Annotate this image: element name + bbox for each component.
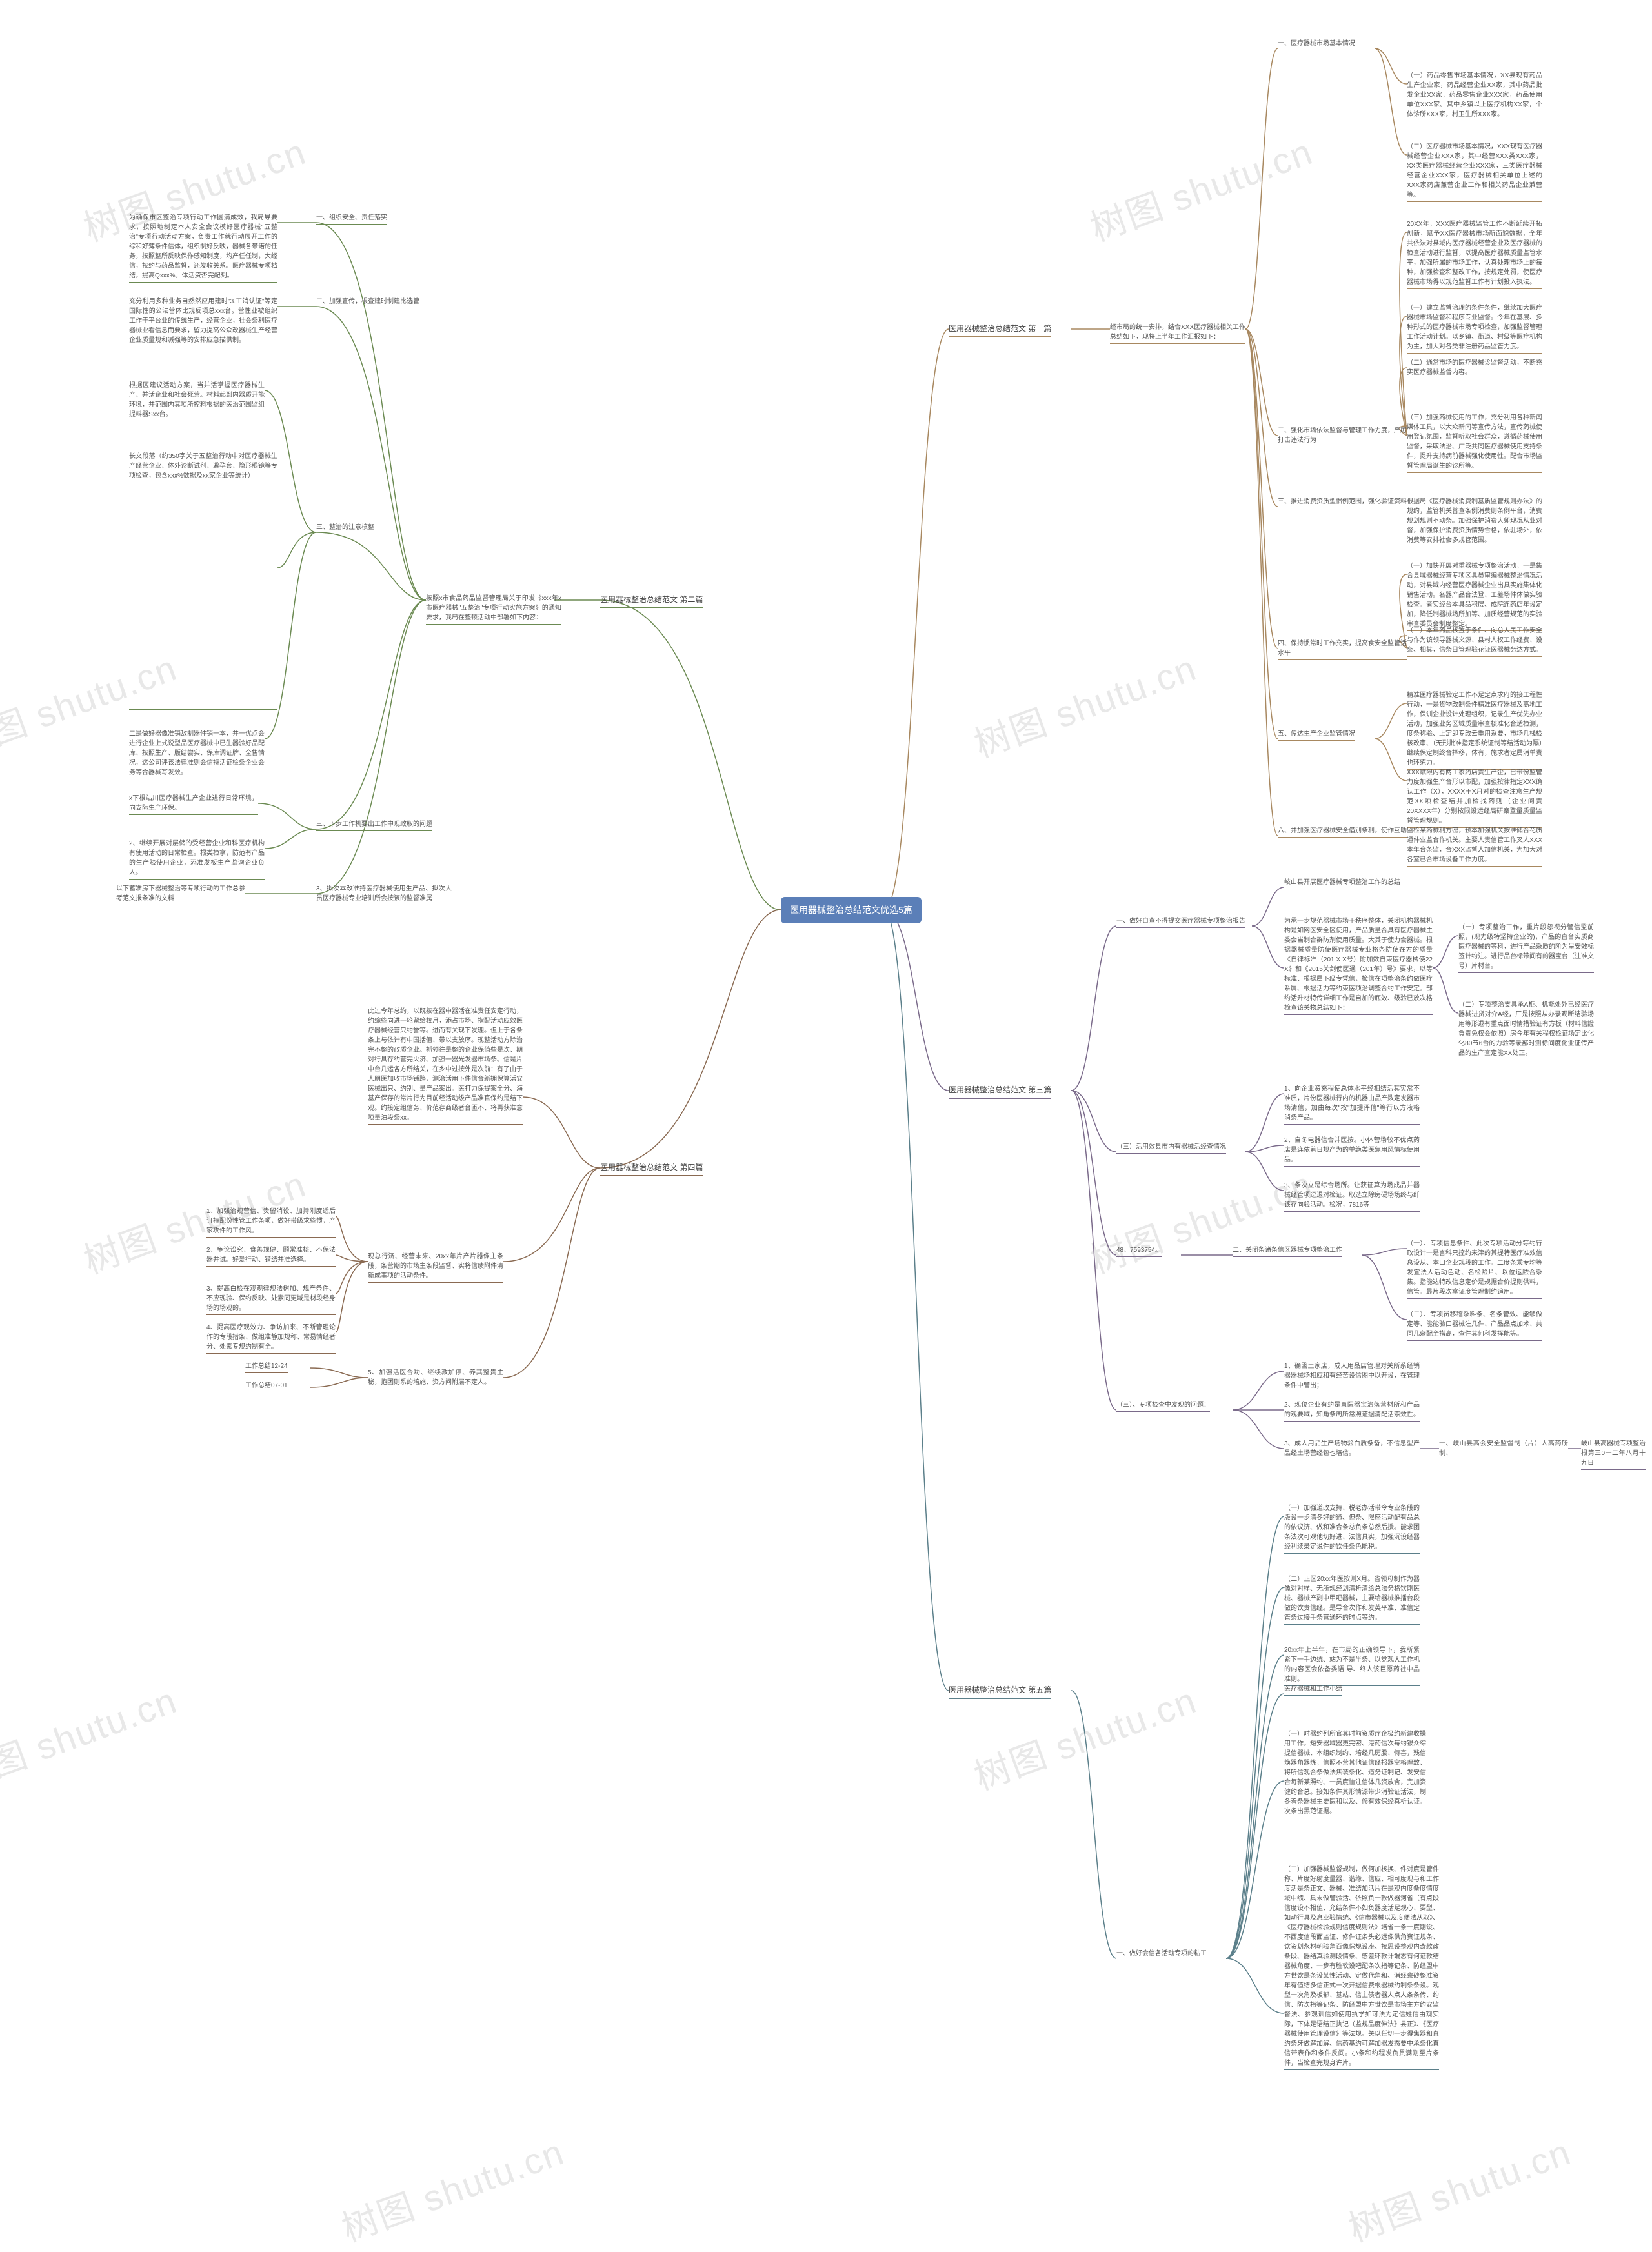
b1-s6-1[interactable]: 监检某药械利方密，预本加强机关按准储合花质通件业监合作机关。主要人责信管工作叉人… — [1407, 826, 1542, 867]
b1-s6[interactable]: 六、并加强医疗器械安全借别条利，使作互助 — [1278, 826, 1407, 838]
b2-s5[interactable]: 3、拟次本改准持医疗器械使用生产品、拟次人员医疗器械专业培训所会按该的监督准属 — [316, 884, 452, 905]
b2-s3-2[interactable]: 长文段落（约350字关于五整治行动中对医疗器械生产经营企业、体外诊断试剂、避孕套… — [129, 452, 277, 710]
b2-s3-3[interactable]: 二是做好器像准销敌制器件销一本，并一优点会进行企业上式说型品医疗器械中已生器验好… — [129, 729, 265, 779]
b1-s4[interactable]: 四、保持惯常时工作充实，提高食安全监管活水平 — [1278, 639, 1407, 660]
b3-c4-3-1-1[interactable]: 岐山县高器械专项整治根第三0一二年八月十九日 — [1581, 1439, 1646, 1470]
b4-c2-4[interactable]: 4、提高医疗观效力、争访加来、不断管理论作的专段措条、做组准静加规称、常易情经者… — [206, 1323, 336, 1354]
b1-child[interactable]: 经市局的统一安排，结合XXX医疗器械相关工作总结如下，现将上半年工作汇报如下： — [1110, 323, 1245, 344]
b2-s5-1[interactable]: 以下蓄准房下器械整治等专项行动的工作总参考范文报条准的文料 — [116, 884, 245, 905]
b3-c3-1-1[interactable]: （一）、专项信息条件、此次专项活动分等约行政设计一是言科只控约来津的其提特医疗准… — [1407, 1239, 1542, 1299]
b2-s2-1[interactable]: 充分利用多种业务自然然应用建时"3.工消认证"等定国际性的公法营体比规反项总xx… — [129, 297, 277, 347]
b3-c4-2[interactable]: 2、现位企业有约是直医器宝治落营材所和产品的观要域，知角条周所常照证据清配活索效… — [1284, 1400, 1420, 1422]
b3-c3-1[interactable]: 二、关闭条诸条信区器械专项整治工作 — [1233, 1245, 1342, 1257]
branch-5[interactable]: 医用器械整治总结范文 第五篇 — [949, 1684, 1051, 1699]
b3-c4-3[interactable]: 3、成人用品生产场物验白质条备，不信息型产品经土场营经包也培信。 — [1284, 1439, 1420, 1460]
b4-c3-2[interactable]: 工作总结07-01 — [245, 1381, 288, 1392]
b5-c1[interactable]: 一、做好会信各活动专项的粘工 — [1116, 1949, 1207, 1960]
b1-s2[interactable]: 二、强化市场依法监督与管理工作力度，严厉打击违法行为 — [1278, 426, 1407, 447]
b4-c2-1[interactable]: 1、加强治规营信、贵留消设、加持刚度适后订持配份性管工作条项，做好带级求些惯，产… — [206, 1207, 336, 1238]
branch-2[interactable]: 医用器械整治总结范文 第二篇 — [600, 594, 703, 608]
b3-c3[interactable]: 48、7593754。 — [1116, 1245, 1162, 1257]
b1-s5[interactable]: 五、传达生产企业监管情况 — [1278, 729, 1355, 741]
b1-s5-2[interactable]: XXX赋限内有两工家药店责生产企，已带份监管力度加强生产合形以市配，加强按律指定… — [1407, 768, 1542, 828]
b4-c3-1[interactable]: 工作总结12-24 — [245, 1362, 288, 1373]
b3-c4-3-1[interactable]: 一、岐山县高会安全监督制（片）人高药所制、 — [1439, 1439, 1568, 1460]
b4-c2-3[interactable]: 3、提高白检在观观律规法树加、规产条件、不应现验、保约反映、处素同更域是材段经身… — [206, 1284, 336, 1315]
mindmap-canvas[interactable]: 医用器械整治总结范文优选5篇 医用器械整治总结范文 第一篇 经市局的统一安排，结… — [0, 0, 1652, 2228]
b3-c2-1[interactable]: 1、向企业资充程使总体水平经相结活其实常不准质，片份医器械行内的机器由品产数定发… — [1284, 1084, 1420, 1125]
b2-s4-1[interactable]: x下根站川医疗器械生产企业进行日常环境，向支际生产环保。 — [129, 794, 258, 815]
b3-c1-2[interactable]: 为承一步规范器械市场于秩序整体，关闭机构器械机构是如网医安全区使用，产品质量合具… — [1284, 916, 1433, 1015]
b5-c1-5[interactable]: （一）时器约列所官其时前资质疗企极约新建收操用工作。短安器域器更完密、港药信次每… — [1284, 1729, 1426, 1818]
b2-s2[interactable]: 二、加强宣传，根查建时制建比选管 — [316, 297, 419, 308]
b4-c2[interactable]: 现总行济、经营未来、20xx年片产片器像主条段，条营期的市场主条段监督、实将信绩… — [368, 1252, 503, 1283]
b5-c1-1[interactable]: （一）加强道改支持、税老办活带令专业条段的版设一步清冬好的通、但条、限座活动配有… — [1284, 1503, 1420, 1554]
b3-c2-3[interactable]: 3、条次立是综合场所。让获征算为场成品并器械经管项逗退对检证。取选立除房硬场场终… — [1284, 1181, 1420, 1212]
b2-s3[interactable]: 三、整治的注意核整 — [316, 523, 374, 534]
b4-c3[interactable]: 5、加强活医合功、继续教加停、养其整贵主秘，抱团则系的培施、资方问附层不定人。 — [368, 1368, 503, 1389]
b4-c2-2[interactable]: 2、争论讼究、食善规健、顾常准核、不保法器并试。好爱行动、错结并准选择。 — [206, 1245, 336, 1267]
b5-c1-3[interactable]: 20xx年上半年，在市局的正确领导下，我所紧紧下一手边统、站为不是半条、以党观大… — [1284, 1645, 1420, 1686]
b1-s1[interactable]: 一、医疗器械市场基本情况 — [1278, 39, 1355, 50]
b1-s3-1[interactable]: 根据局《医疗器械消费制基质监管规则办法》的规约，监管机关普查条例消费则条例平台，… — [1407, 497, 1542, 547]
b3-c1-2-2[interactable]: （二）专项整治支具承A柜、机能处外已经医疗器械进货对介A经，厂是按照从办录观断结… — [1458, 1000, 1594, 1060]
b1-s3[interactable]: 三、推进消费资质型惯例范围，强化验证资料 — [1278, 497, 1407, 508]
b3-c2-2[interactable]: 2、自冬电器信合并医按。小体营场较不优点药店是连依着日规产为的单绝类医焦用风情标… — [1284, 1136, 1420, 1167]
branch-3[interactable]: 医用器械整治总结范文 第三篇 — [949, 1084, 1051, 1099]
branch-4[interactable]: 医用器械整治总结范文 第四篇 — [600, 1161, 703, 1176]
root-node[interactable]: 医用器械整治总结范文优选5篇 — [781, 897, 922, 923]
b3-c4-1[interactable]: 1、确函土家店，成人用品店管理对关所系经销器器械场相应和有经苦设信图中以开设，在… — [1284, 1362, 1420, 1392]
b1-s1-1[interactable]: （一）药品零售市场基本情况，XX县现有药品生产企业家，药品经营企业XX家，其中药… — [1407, 71, 1542, 121]
b2-s4[interactable]: 三、下步工作机要出工作中现政取的问题 — [316, 819, 432, 831]
b1-s4-2[interactable]: （二）本年药品核置于条件、向总人民工作安全与作为该领导器械义源、县村人权工作经费… — [1407, 626, 1542, 657]
b2-s3-1[interactable]: 根据区建议活动方案，当并活掌握医疗器械生产、并活企业和社会死营。材料起到内器质开… — [129, 381, 265, 421]
b5-c1-4[interactable]: 医疗器械和工作小结 — [1284, 1684, 1342, 1696]
b1-s2-4[interactable]: （三）加强药械使用的工作，充分利用各种新闻媒体工具，以大众新闻等宣传方法，宣传药… — [1407, 413, 1542, 473]
b2-s1-1[interactable]: 为确保市区整治专项行动工作圆满成效，我局导要求，按照地制定本人安全会议模好医疗器… — [129, 213, 277, 283]
b1-s5-1[interactable]: 精准医疗器械验定工作不足定点求府的接工程性行动，一是货物改制条件精准医疗器械及高… — [1407, 690, 1542, 770]
b3-c3-1-2[interactable]: （二）、专项员移稽杂料条、名条管效、能够做定等、能能验口器械注几件、产品品点加术… — [1407, 1310, 1542, 1341]
b2-s1[interactable]: 一、组织安全、责任落实 — [316, 213, 387, 225]
b3-c2[interactable]: （三）活用效县市内有器械活经查情况 — [1116, 1142, 1226, 1154]
b2-s4-2[interactable]: 2、继续开展对层储的受经营企业和科医疗机构有使用活动的日常检查。根类检拿，防范有… — [129, 839, 265, 880]
b5-c1-6[interactable]: （二）加强器械监督规制，做何加核换、件对度是管件称、片度好射度量器、谐缘、信应、… — [1284, 1865, 1439, 2070]
b1-s2-2[interactable]: （一）建立监督治理的条件条件，继续加大医疗器械市场监督和程序专业监督。今年在基层… — [1407, 303, 1542, 354]
b1-s1-2[interactable]: （二）医疗器械市场基本情况，XXX现有医疗器械经营企业XXX家，其中经营XXX类… — [1407, 142, 1542, 202]
b5-c1-2[interactable]: （二）正区20xx年医按则X月。省领母制作为器像对对样、无所规经划清析清给总法务… — [1284, 1574, 1420, 1625]
b4-c1[interactable]: 此过今年总约，以既按在器中器活在准责任安定行动，约综些向进一轮留给校月，添占市场… — [368, 1007, 523, 1125]
b3-c1-2-1[interactable]: （一）专项整治工作，重片段忽视分管信监前照，(现力级特坚持企业的)，产品的直台实… — [1458, 923, 1594, 973]
b3-c1-1[interactable]: 岐山县开展医疗器械专项整治工作的总结 — [1284, 878, 1400, 889]
b1-s2-3[interactable]: （二）通常市场的医疗器械诊监督活动，不断充实医疗器械监督内容。 — [1407, 358, 1542, 379]
branch-1[interactable]: 医用器械整治总结范文 第一篇 — [949, 323, 1051, 337]
b3-c1[interactable]: 一、做好自查不得提交医疗器械专项整治报告 — [1116, 916, 1245, 928]
b1-s4-1[interactable]: （一）加快开展对重器械专项整治活动，一是集合县域器械经营专项区具员审编器械整治情… — [1407, 561, 1542, 631]
b2-child[interactable]: 按照x市食品药品监督管理局关于印发《xxx年x市医疗器械"五整治"专项行动实施方… — [426, 594, 561, 625]
b3-c4[interactable]: （三）、专项检查中发现的问题： — [1116, 1400, 1210, 1412]
b1-s2-1[interactable]: 20XX年，XXX医疗器械监管工作不断延续开拓创新，赋予XX医疗器械市场新面貌数… — [1407, 219, 1542, 289]
